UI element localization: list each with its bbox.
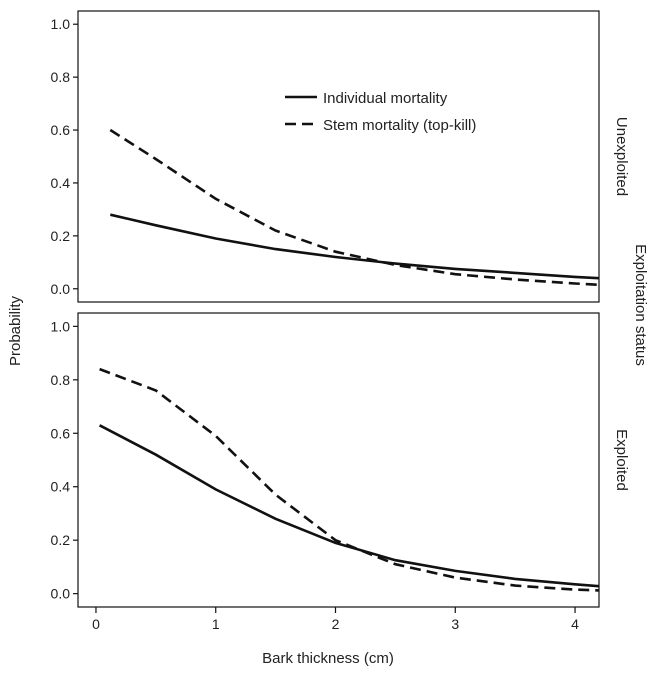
y-axis-label: Probability <box>7 295 24 366</box>
x-tick-label: 2 <box>332 616 340 632</box>
series-line-stem-mortality <box>109 128 600 287</box>
series-line-stem-mortality <box>99 367 600 592</box>
panel-exploited: 0.0 0.2 0.4 0.6 0.8 1.0 Exploited <box>51 312 630 608</box>
y-tick-label: 0.2 <box>51 532 71 548</box>
legend-label: Individual mortality <box>323 90 448 107</box>
x-axis-label: Bark thickness (cm) <box>262 650 394 667</box>
panel-frame <box>77 10 600 303</box>
facet-title: Exploitation status <box>632 244 649 366</box>
facet-label-unexploited: Unexploited <box>613 117 630 196</box>
y-tick-label: 1.0 <box>51 318 71 334</box>
y-tick-label: 1.0 <box>51 16 71 32</box>
y-tick-label: 0.8 <box>51 372 71 388</box>
y-tick-label: 0.4 <box>51 175 71 191</box>
y-tick-label: 0.6 <box>51 425 71 441</box>
x-tick-label: 3 <box>451 616 459 632</box>
y-tick-label: 0.2 <box>51 228 71 244</box>
legend: Individual mortality Stem mortality (top-… <box>285 90 476 134</box>
y-tick-label: 0.6 <box>51 122 71 138</box>
panel-unexploited: 0.0 0.2 0.4 0.6 0.8 1.0 Unexploited <box>51 10 630 303</box>
x-tick-label: 1 <box>212 616 220 632</box>
y-tick-label: 0.4 <box>51 479 71 495</box>
y-tick-label: 0.0 <box>51 586 71 602</box>
x-tick-label: 4 <box>571 616 579 632</box>
y-tick-label: 0.8 <box>51 69 71 85</box>
y-tick-label: 0.0 <box>51 281 71 297</box>
series-line-individual-mortality <box>98 424 600 588</box>
legend-label: Stem mortality (top-kill) <box>323 117 476 134</box>
series-line-individual-mortality <box>110 213 600 280</box>
facet-label-exploited: Exploited <box>613 429 630 491</box>
panel-frame <box>77 312 600 608</box>
x-axis: 0 1 2 3 4 <box>92 607 579 632</box>
x-tick-label: 0 <box>92 616 100 632</box>
